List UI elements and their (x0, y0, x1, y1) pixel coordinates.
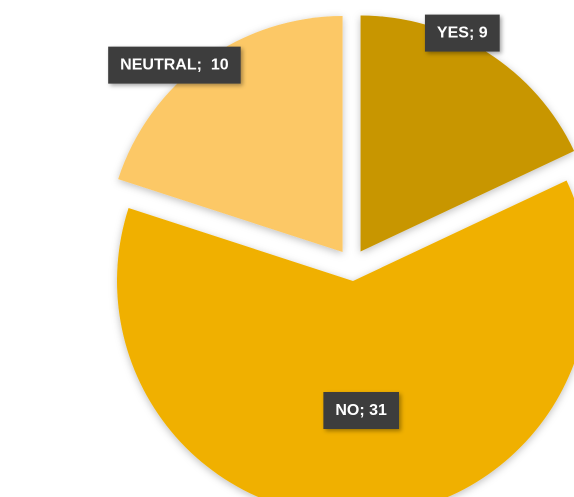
pie-slice-neutral (118, 16, 343, 253)
data-label-text: YES; 9 (437, 25, 488, 42)
data-label-box (108, 46, 241, 84)
data-label-text: NO; 31 (335, 402, 387, 419)
pie-slice-no (117, 180, 574, 497)
pie-slice-yes (360, 15, 574, 252)
data-label-box (323, 392, 400, 430)
data-label-yes: YES; 9 (424, 14, 500, 52)
data-label-no: NO; 31 (323, 392, 400, 430)
data-label-text: NEUTRAL; 10 (120, 57, 229, 74)
data-label-neutral: NEUTRAL; 10 (108, 46, 241, 84)
data-label-box (424, 14, 500, 52)
